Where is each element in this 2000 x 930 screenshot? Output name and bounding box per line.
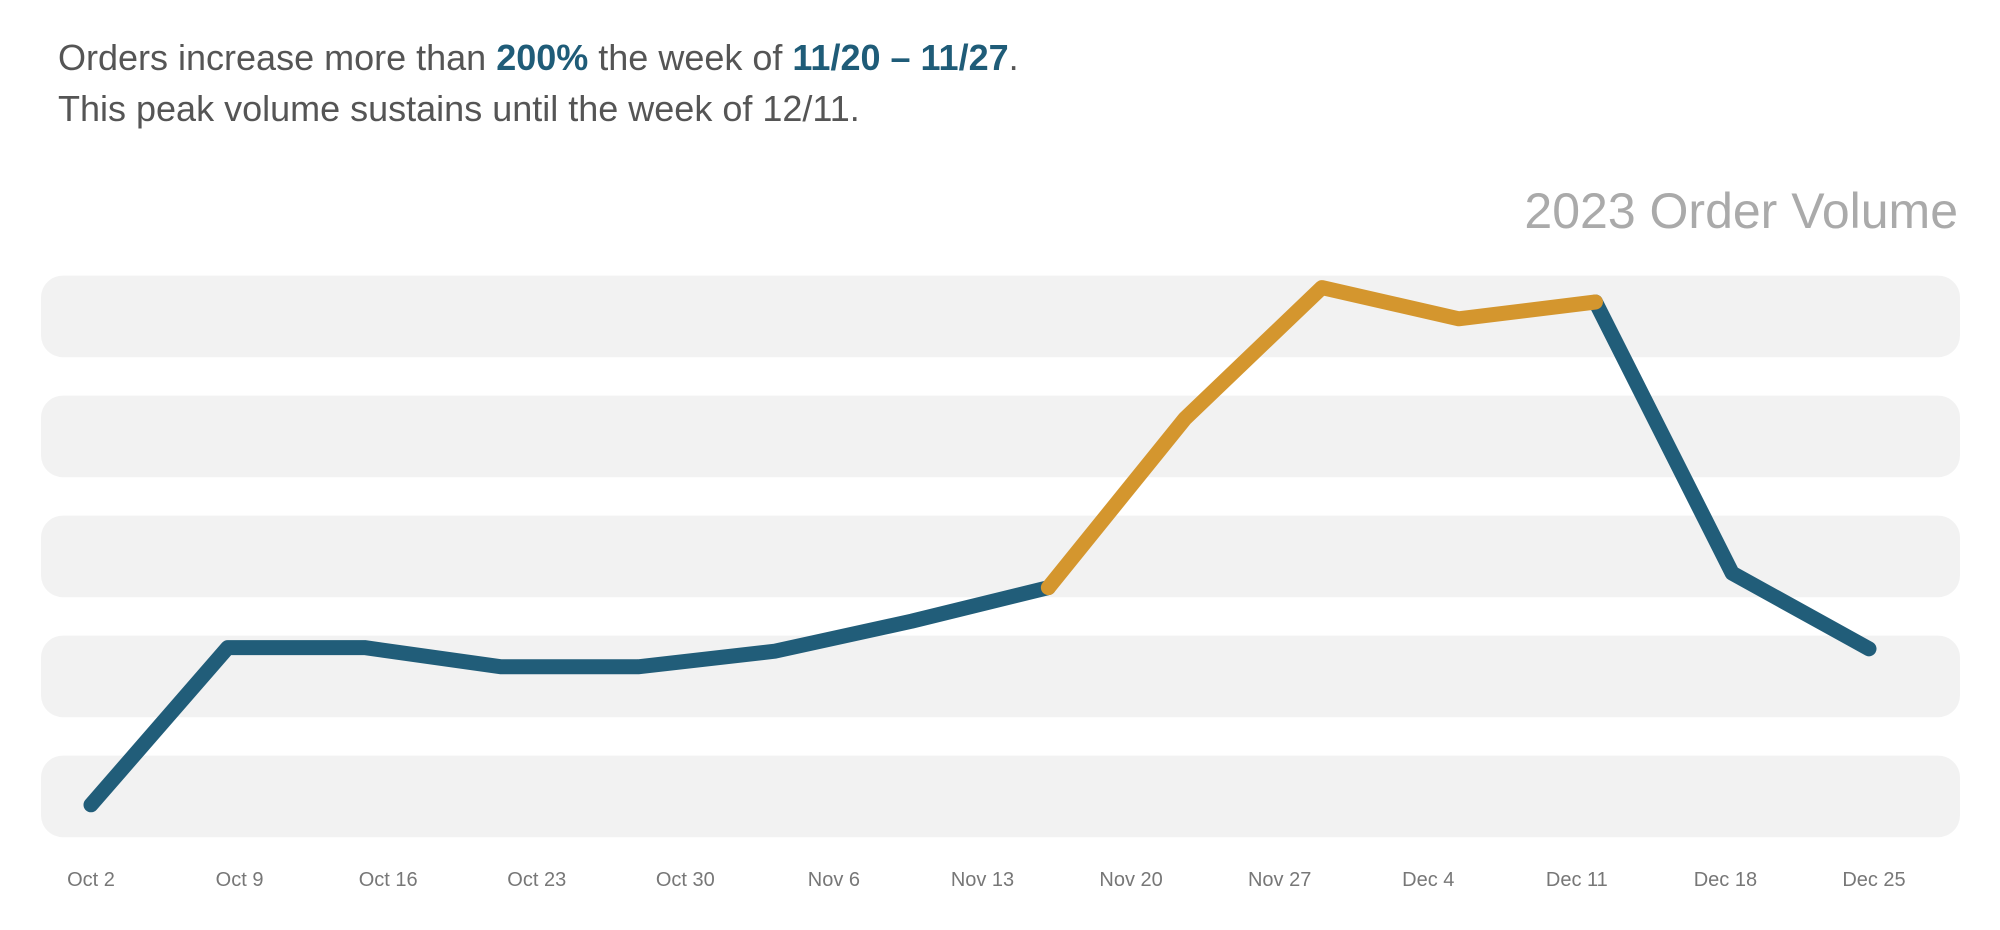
- x-tick-label: Dec 25: [1842, 869, 1905, 891]
- grid-band: [41, 635, 1960, 718]
- line: [1587, 294, 1877, 657]
- subheadline: This peak volume sustains until the week…: [58, 88, 860, 129]
- bands: [41, 275, 1960, 838]
- x-tick-label: Oct 30: [656, 869, 715, 891]
- x-tick-label: Nov 6: [808, 869, 860, 891]
- x-tick-label: Oct 9: [216, 869, 264, 891]
- x-tick-label: Oct 16: [359, 869, 418, 891]
- headline: Orders increase more than 200% the week …: [58, 37, 1019, 78]
- x-tick-label: Oct 23: [507, 869, 566, 891]
- line: [83, 580, 1056, 813]
- headline-text: the week of: [588, 37, 792, 78]
- headline-text: Orders increase more than: [58, 37, 496, 78]
- headline-emphasis: 11/20 – 11/27: [792, 37, 1008, 78]
- x-tick-label: Dec 11: [1546, 869, 1608, 891]
- grid-band: [41, 755, 1960, 838]
- chart-title: 2023 Order Volume: [1524, 183, 1958, 239]
- headline-emphasis: 200%: [496, 37, 588, 78]
- line: [1040, 280, 1603, 596]
- grid-band: [41, 275, 1960, 358]
- x-tick-label: Oct 2: [67, 869, 115, 891]
- x-tick-label: Nov 27: [1248, 869, 1311, 891]
- grid-band: [41, 395, 1960, 478]
- headline-text: .: [1009, 37, 1019, 78]
- x-tick-label: Nov 13: [951, 869, 1014, 891]
- grid-band: [41, 515, 1960, 598]
- marks: [83, 280, 1877, 813]
- x-tick-label: Dec 4: [1402, 869, 1454, 891]
- x-tick-label: Dec 18: [1694, 869, 1757, 891]
- x-tick-label: Nov 20: [1099, 869, 1162, 891]
